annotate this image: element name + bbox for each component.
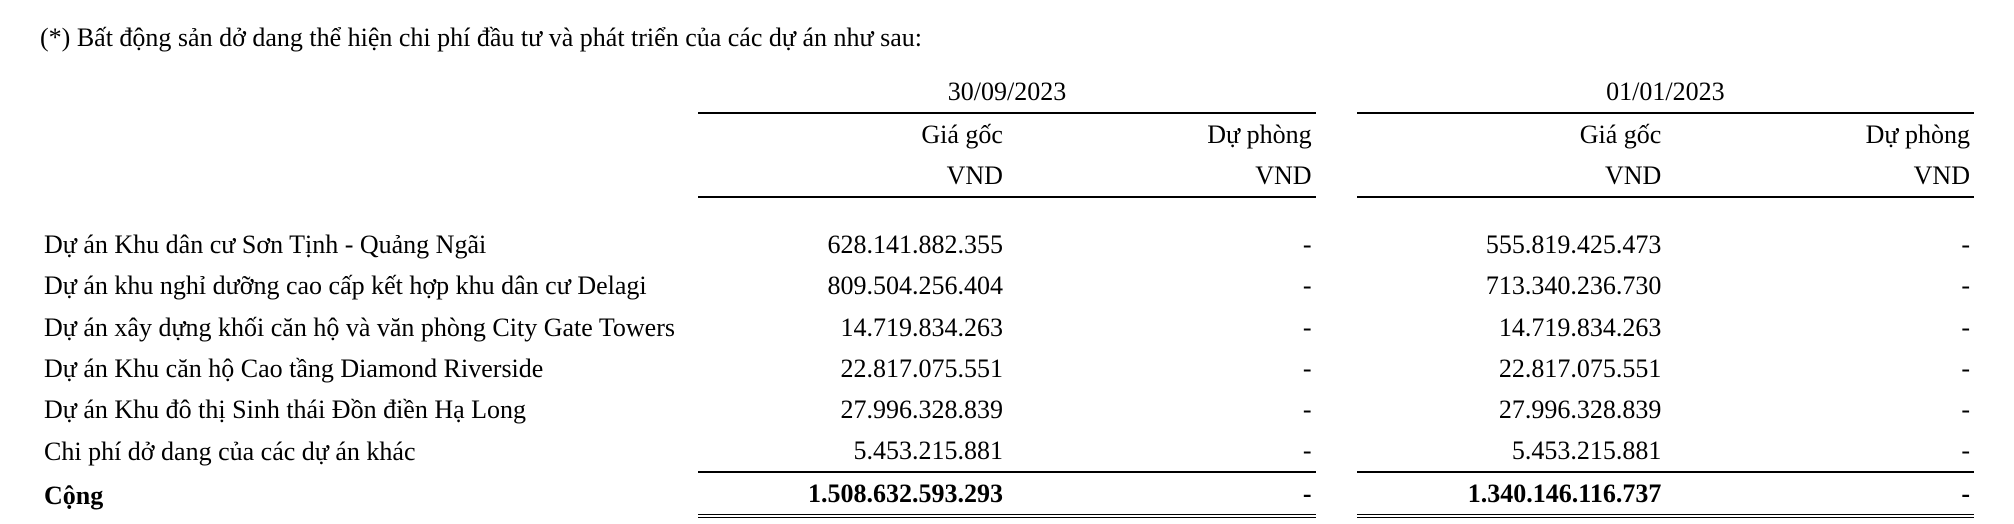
total-p2-cost: 1.340.146.116.737 — [1357, 472, 1666, 516]
row-label: Dự án Khu đô thị Sinh thái Đồn điền Hạ L… — [40, 389, 698, 430]
cell-p2-prov: - — [1665, 307, 1974, 348]
row-label: Dự án Khu dân cư Sơn Tịnh - Quảng Ngãi — [40, 224, 698, 265]
cell-p2-prov: - — [1665, 430, 1974, 472]
total-row: Cộng 1.508.632.593.293 - 1.340.146.116.7… — [40, 472, 1974, 516]
table-caption: (*) Bất động sản dở dang thể hiện chi ph… — [40, 20, 1974, 55]
cell-p2-prov: - — [1665, 265, 1974, 306]
cell-p2-cost: 5.453.215.881 — [1357, 430, 1666, 472]
total-p1-prov: - — [1007, 472, 1316, 516]
col-header-cost-1: Giá gốc — [698, 113, 1007, 155]
header-row-labels: Giá gốc Dự phòng Giá gốc Dự phòng — [40, 113, 1974, 155]
period2-date: 01/01/2023 — [1357, 71, 1974, 113]
cell-p1-cost: 809.504.256.404 — [698, 265, 1007, 306]
cell-p2-prov: - — [1665, 224, 1974, 265]
header-row-dates: 30/09/2023 01/01/2023 — [40, 71, 1974, 113]
table-row: Dự án Khu dân cư Sơn Tịnh - Quảng Ngãi 6… — [40, 224, 1974, 265]
ccy-1b: VND — [1007, 155, 1316, 197]
col-header-prov-2: Dự phòng — [1665, 113, 1974, 155]
total-p1-cost: 1.508.632.593.293 — [698, 472, 1007, 516]
table-row: Dự án xây dựng khối căn hộ và văn phòng … — [40, 307, 1974, 348]
col-header-prov-1: Dự phòng — [1007, 113, 1316, 155]
cell-p2-cost: 22.817.075.551 — [1357, 348, 1666, 389]
col-header-cost-2: Giá gốc — [1357, 113, 1666, 155]
cell-p1-prov: - — [1007, 265, 1316, 306]
ccy-1a: VND — [698, 155, 1007, 197]
cell-p1-prov: - — [1007, 430, 1316, 472]
cell-p1-cost: 628.141.882.355 — [698, 224, 1007, 265]
cell-p2-cost: 555.819.425.473 — [1357, 224, 1666, 265]
table-row: Chi phí dở dang của các dự án khác 5.453… — [40, 430, 1974, 472]
cell-p2-prov: - — [1665, 348, 1974, 389]
financial-note-table: { "caption": "(*) Bất động sản dở dang t… — [0, 0, 2014, 524]
header-row-ccy: VND VND VND VND — [40, 155, 1974, 197]
ccy-2a: VND — [1357, 155, 1666, 197]
period1-date: 30/09/2023 — [698, 71, 1315, 113]
ccy-2b: VND — [1665, 155, 1974, 197]
cell-p1-prov: - — [1007, 307, 1316, 348]
row-label: Chi phí dở dang của các dự án khác — [40, 430, 698, 472]
cell-p1-prov: - — [1007, 389, 1316, 430]
cell-p2-cost: 14.719.834.263 — [1357, 307, 1666, 348]
wip-projects-table: 30/09/2023 01/01/2023 Giá gốc Dự phòng G… — [40, 71, 1974, 518]
cell-p2-cost: 713.340.236.730 — [1357, 265, 1666, 306]
total-p2-prov: - — [1665, 472, 1974, 516]
cell-p1-cost: 14.719.834.263 — [698, 307, 1007, 348]
row-label: Dự án Khu căn hộ Cao tầng Diamond Rivers… — [40, 348, 698, 389]
cell-p2-cost: 27.996.328.839 — [1357, 389, 1666, 430]
cell-p1-cost: 22.817.075.551 — [698, 348, 1007, 389]
table-row: Dự án Khu đô thị Sinh thái Đồn điền Hạ L… — [40, 389, 1974, 430]
cell-p1-prov: - — [1007, 348, 1316, 389]
total-label: Cộng — [40, 472, 698, 516]
cell-p1-prov: - — [1007, 224, 1316, 265]
cell-p1-cost: 5.453.215.881 — [698, 430, 1007, 472]
cell-p1-cost: 27.996.328.839 — [698, 389, 1007, 430]
row-label: Dự án khu nghỉ dưỡng cao cấp kết hợp khu… — [40, 265, 698, 306]
table-row: Dự án khu nghỉ dưỡng cao cấp kết hợp khu… — [40, 265, 1974, 306]
cell-p2-prov: - — [1665, 389, 1974, 430]
table-row: Dự án Khu căn hộ Cao tầng Diamond Rivers… — [40, 348, 1974, 389]
row-label: Dự án xây dựng khối căn hộ và văn phòng … — [40, 307, 698, 348]
